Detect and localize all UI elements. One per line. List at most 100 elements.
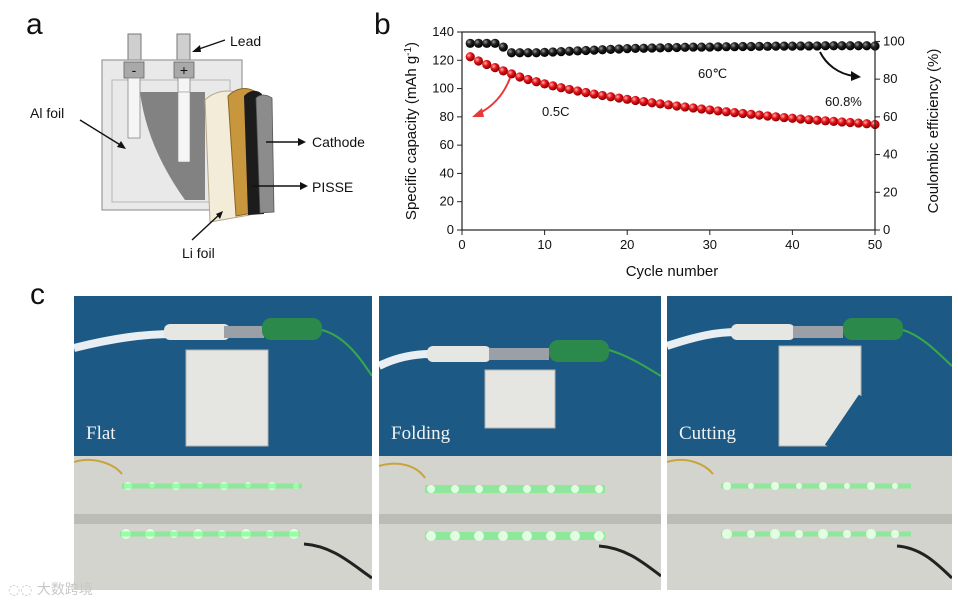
efficiency-point [729,42,740,52]
photo-folding: Folding [379,296,661,590]
rate-annotation: 0.5C [542,104,569,119]
efficiency-point [573,46,583,56]
panel-b: b 0 10 20 30 40 50 0 20 40 60 80 100 120 140 0 20 40 60 80… [374,0,958,285]
x-tick-label: 20 [620,237,634,252]
efficiency-point [597,45,608,55]
capacity-point [754,110,764,120]
efficiency-point [771,41,781,51]
efficiency-point [639,43,649,53]
y2-tick-label: 60 [883,109,897,124]
capacity-point [696,104,707,114]
efficiency-series-arrow [819,51,855,77]
capacity-point [506,69,517,79]
efficiency-point [713,42,723,52]
capacity-point [713,106,723,116]
panel-c: c Flat [0,278,958,608]
capacity-point [523,74,533,85]
panel-c-label: c [30,278,45,311]
y2-axis-label: Coulombic efficiency (%) [925,49,942,214]
efficiency-point [796,41,806,51]
efficiency-point [622,43,632,54]
capacity-point [556,83,566,93]
efficiency-point [614,44,624,54]
x-tick-label: 0 [458,237,465,252]
capacity-point [540,79,550,89]
efficiency-point [738,41,748,52]
efficiency-point [862,41,872,51]
plot-frame [461,31,876,231]
capacity-point [581,87,591,98]
capacity-point [680,102,690,112]
capacity-series-arrow [477,77,511,115]
pisse-callout: PISSE [312,179,353,195]
capacity-point [564,84,574,95]
capacity-point [820,116,831,126]
watermark-logo-icon: ◌◌ [8,582,37,598]
li-foil-callout: Li foil [182,245,215,261]
capacity-point [482,59,492,70]
efficiency-point [804,41,814,51]
pouch-cell-schematic: - + Lead Al foil Cathode PISSE Li foil [30,33,365,261]
y-tick-label: 80 [440,109,454,124]
y-tick-label: 120 [432,52,454,67]
x-axis-label: Cycle number [626,263,719,280]
y2-tick-label: 0 [883,222,890,237]
minus-sign: - [132,62,137,78]
capacity-point [705,105,715,115]
y-tick-label: 140 [432,24,454,39]
cycling-chart: 0 10 20 30 40 5002040608010012014002040608010… [403,24,943,280]
efficiency-point [556,47,566,57]
y2-tick-label: 20 [883,184,897,199]
y-tick-label: 40 [440,165,454,180]
efficiency-point [548,47,558,57]
efficiency-point [465,38,475,48]
capacity-point [548,81,558,91]
efficiency-point [779,41,789,51]
capacity-point [473,56,484,66]
capacity-point [796,114,806,124]
lead-callout: Lead [230,33,261,49]
capacity-point [804,115,814,125]
y-tick-label: 20 [440,194,454,209]
watermark-text: 大数跨境 [36,582,93,598]
capacity-point [738,108,748,119]
efficiency-point [672,42,682,53]
efficiency-point [498,42,508,52]
plus-sign: + [180,62,188,78]
y-tick-label: 60 [440,137,454,152]
capacity-point [812,115,822,125]
capacity-point [672,101,682,111]
efficiency-point [787,41,797,51]
efficiency-point [473,38,484,48]
y2-tick-label: 80 [883,71,897,86]
cathode-callout: Cathode [312,134,365,150]
panel-a: a - + Lead Al foil Cathode P [0,0,395,280]
efficiency-point [746,41,756,52]
efficiency-point [482,38,492,48]
capacity-point [663,100,674,110]
efficiency-point [721,42,731,52]
efficiency-point [490,38,500,48]
capacity-point [862,119,872,129]
efficiency-point [647,43,657,53]
capacity-point [614,93,624,103]
capacity-point [606,92,616,102]
efficiency-point [688,42,698,52]
capacity-point [639,96,649,107]
capacity-point [729,108,740,118]
y-tick-label: 0 [447,222,454,237]
capacity-point [622,94,632,104]
capacity-point [465,52,475,62]
photo-flat: Flat [74,296,372,590]
capacity-point [589,89,599,99]
capacity-point [837,117,847,127]
efficiency-point [705,42,715,52]
retention-annotation: 60.8% [825,94,862,109]
capacity-point [845,117,855,128]
panel-a-label: a [26,8,43,41]
capacity-point [688,103,698,113]
caption-flat: Flat [86,423,116,444]
efficiency-point [523,48,533,58]
efficiency-point [630,43,641,54]
caption-cutting: Cutting [679,423,737,444]
